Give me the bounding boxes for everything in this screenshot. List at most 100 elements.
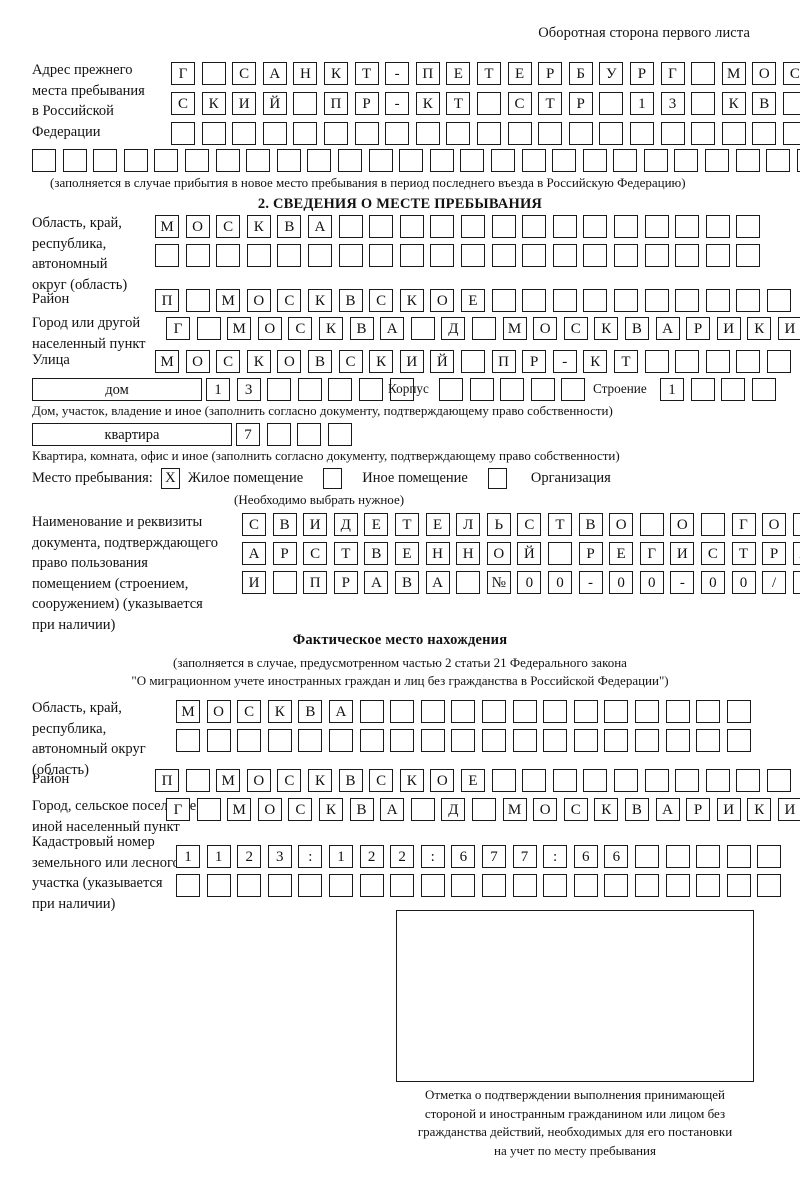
form-cell[interactable] <box>604 729 629 752</box>
form-cell[interactable]: Е <box>460 769 485 792</box>
form-cell[interactable] <box>561 378 586 401</box>
form-cell[interactable] <box>446 122 471 145</box>
form-cell[interactable] <box>726 729 751 752</box>
form-cell[interactable]: Н <box>456 542 481 565</box>
form-cell[interactable] <box>358 378 383 401</box>
form-cell[interactable]: О <box>185 215 210 238</box>
form-cell[interactable] <box>399 149 424 172</box>
form-cell[interactable] <box>267 378 292 401</box>
form-cell[interactable] <box>429 149 454 172</box>
form-cell[interactable]: С <box>216 350 241 373</box>
form-cell[interactable]: В <box>349 798 374 821</box>
form-cell[interactable] <box>237 729 262 752</box>
form-cell[interactable]: Р <box>272 542 297 565</box>
form-cell[interactable] <box>721 122 746 145</box>
form-cell[interactable]: С <box>288 317 313 340</box>
form-cell[interactable]: И <box>303 513 328 536</box>
form-cell[interactable] <box>675 350 700 373</box>
form-cell[interactable] <box>185 769 210 792</box>
form-cell[interactable] <box>359 874 384 897</box>
form-cell[interactable] <box>583 769 608 792</box>
form-cell[interactable]: 1 <box>629 92 654 115</box>
form-cell[interactable] <box>359 729 384 752</box>
form-cell[interactable] <box>735 149 760 172</box>
form-cell[interactable] <box>390 700 415 723</box>
form-cell[interactable] <box>665 729 690 752</box>
flat-number-cells[interactable]: 7 <box>236 423 352 446</box>
form-cell[interactable]: В <box>272 513 297 536</box>
form-cell[interactable]: О <box>486 542 511 565</box>
form-cell[interactable]: Е <box>394 542 419 565</box>
form-cell[interactable] <box>267 729 292 752</box>
form-cell[interactable] <box>766 350 791 373</box>
form-cell[interactable]: В <box>394 571 419 594</box>
form-cell[interactable]: : <box>298 845 323 868</box>
form-cell[interactable]: Д <box>441 317 466 340</box>
form-cell[interactable] <box>232 122 257 145</box>
form-cell[interactable]: С <box>216 215 241 238</box>
form-cell[interactable]: С <box>237 700 262 723</box>
form-cell[interactable] <box>460 350 485 373</box>
form-cell[interactable] <box>246 244 271 267</box>
form-cell[interactable] <box>471 798 496 821</box>
form-cell[interactable] <box>582 149 607 172</box>
form-cell[interactable]: Г <box>660 62 685 85</box>
form-cell[interactable] <box>751 378 776 401</box>
form-cell[interactable]: С <box>242 513 266 536</box>
form-cell[interactable] <box>272 571 297 594</box>
form-cell[interactable]: И <box>670 542 695 565</box>
form-cell[interactable]: С <box>171 92 195 115</box>
form-cell[interactable] <box>415 122 440 145</box>
form-cell[interactable]: К <box>399 769 424 792</box>
form-cell[interactable]: 7 <box>236 423 260 446</box>
form-cell[interactable]: Е <box>609 542 634 565</box>
form-cell[interactable] <box>690 378 715 401</box>
form-cell[interactable] <box>512 729 537 752</box>
form-cell[interactable] <box>460 244 485 267</box>
form-cell[interactable]: К <box>201 92 226 115</box>
form-cell[interactable]: Г <box>731 513 756 536</box>
cadastral-row-2[interactable] <box>176 874 782 897</box>
form-cell[interactable]: Е <box>364 513 389 536</box>
form-cell[interactable]: Р <box>686 798 711 821</box>
form-cell[interactable]: А <box>328 700 353 723</box>
form-cell[interactable]: 0 <box>700 571 725 594</box>
form-cell[interactable]: Д <box>333 513 358 536</box>
form-cell[interactable] <box>736 215 761 238</box>
form-cell[interactable] <box>675 215 700 238</box>
form-cell[interactable] <box>675 769 700 792</box>
form-cell[interactable] <box>782 92 800 115</box>
form-cell[interactable] <box>196 317 221 340</box>
form-cell[interactable]: 1 <box>206 845 231 868</box>
form-cell[interactable]: М <box>721 62 746 85</box>
form-cell[interactable]: М <box>502 798 527 821</box>
form-cell[interactable] <box>399 244 424 267</box>
form-cell[interactable] <box>543 700 568 723</box>
form-cell[interactable] <box>543 729 568 752</box>
stroenie-cells[interactable]: 1 <box>660 378 776 401</box>
form-cell[interactable] <box>201 62 226 85</box>
form-cell[interactable] <box>696 845 721 868</box>
form-cell[interactable] <box>634 845 659 868</box>
form-cell[interactable] <box>613 769 638 792</box>
form-cell[interactable] <box>410 317 435 340</box>
form-cell[interactable] <box>338 215 363 238</box>
form-cell[interactable]: В <box>307 350 332 373</box>
form-cell[interactable] <box>337 149 362 172</box>
form-cell[interactable]: 2 <box>237 845 262 868</box>
form-cell[interactable] <box>583 289 608 312</box>
form-cell[interactable] <box>491 289 516 312</box>
form-cell[interactable]: И <box>777 317 800 340</box>
form-cell[interactable]: О <box>246 769 271 792</box>
form-cell[interactable]: - <box>385 62 410 85</box>
form-cell[interactable] <box>267 874 292 897</box>
previous-address-row-4[interactable] <box>32 149 800 172</box>
form-cell[interactable]: А <box>364 571 389 594</box>
form-cell[interactable] <box>705 149 730 172</box>
form-cell[interactable]: 7 <box>512 845 537 868</box>
form-cell[interactable] <box>185 244 210 267</box>
form-cell[interactable]: 6 <box>604 845 629 868</box>
form-cell[interactable] <box>368 149 393 172</box>
